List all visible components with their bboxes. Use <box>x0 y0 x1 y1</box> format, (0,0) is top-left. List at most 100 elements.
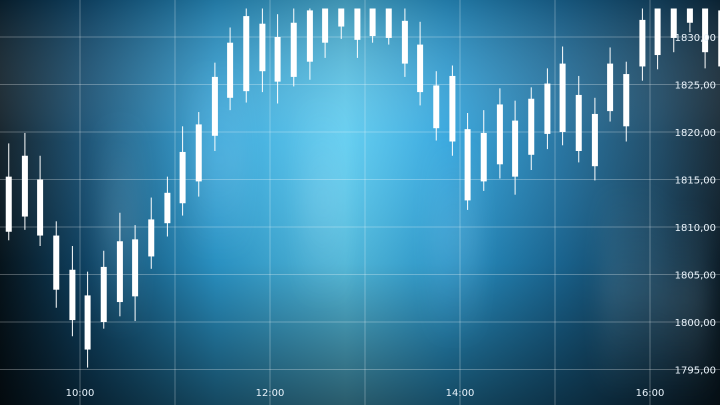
candle-body <box>401 20 408 64</box>
candle <box>480 110 487 191</box>
candle-body <box>338 8 345 27</box>
candle-body <box>654 8 661 56</box>
candle-body <box>148 219 155 257</box>
candle <box>385 8 392 45</box>
candle-body <box>21 155 28 217</box>
candle-body <box>607 63 614 112</box>
y-tick-label: 1805,00 <box>675 271 716 282</box>
candle <box>528 87 535 170</box>
candle-body <box>718 10 720 67</box>
candle <box>69 246 76 337</box>
x-tick-label: 14:00 <box>446 388 475 399</box>
candle-body <box>69 269 76 321</box>
candle-body <box>369 8 376 37</box>
candle <box>401 8 408 77</box>
candle-body <box>211 76 218 136</box>
y-tick-label: 1815,00 <box>675 176 716 187</box>
x-tick-label: 12:00 <box>256 388 285 399</box>
y-tick-label: 1795,00 <box>675 366 716 377</box>
candle-body <box>544 83 551 134</box>
candle-body <box>306 10 313 62</box>
candle <box>259 8 266 93</box>
candle-body <box>464 129 471 201</box>
candle-body <box>480 132 487 182</box>
candle <box>179 126 186 216</box>
candle <box>433 71 440 141</box>
candle-body <box>623 74 630 127</box>
candle-body <box>243 16 250 92</box>
candle-body <box>274 37 281 82</box>
y-tick-label: 1830,00 <box>675 33 716 44</box>
candle <box>5 143 12 241</box>
y-tick-label: 1810,00 <box>675 223 716 234</box>
y-tick-label: 1825,00 <box>675 81 716 92</box>
candle-body <box>417 44 424 93</box>
x-tick-label: 10:00 <box>66 388 95 399</box>
candle-body <box>290 22 297 77</box>
candle <box>670 8 677 53</box>
candle <box>575 75 582 163</box>
y-tick-label: 1820,00 <box>675 128 716 139</box>
candles <box>5 8 720 368</box>
candle <box>274 14 281 104</box>
candle <box>53 221 60 308</box>
candle <box>559 46 566 146</box>
candle-body <box>686 8 693 23</box>
candle-body <box>116 241 123 303</box>
candle <box>306 8 313 80</box>
candle <box>132 225 139 322</box>
candle <box>496 88 503 179</box>
candle <box>37 155 44 246</box>
candle <box>195 112 202 197</box>
candle <box>227 27 234 111</box>
candle-body <box>575 94 582 151</box>
candle <box>654 8 661 70</box>
candle <box>417 21 424 106</box>
candle-body <box>227 42 234 98</box>
candle-body <box>53 235 60 290</box>
y-axis-labels: 1795,00 1800,00 1805,00 1810,00 1815,00 1820,… <box>675 33 716 377</box>
candle <box>591 97 598 181</box>
candle <box>354 8 361 58</box>
candle <box>338 8 345 39</box>
candle-body <box>322 8 329 43</box>
candle-body <box>179 151 186 204</box>
candle <box>369 8 376 43</box>
candle-body <box>132 239 139 297</box>
candle-body <box>5 176 12 232</box>
candle-body <box>259 23 266 72</box>
candle <box>148 197 155 269</box>
candle <box>544 68 551 150</box>
candle <box>84 271 91 368</box>
candle <box>100 250 107 329</box>
candle-body <box>433 85 440 129</box>
candle-body <box>449 75 456 142</box>
candle <box>290 8 297 87</box>
candle-body <box>84 295 91 350</box>
candle-body <box>528 98 535 155</box>
candle <box>449 65 456 156</box>
candle-body <box>639 19 646 67</box>
candle <box>702 8 709 69</box>
candle <box>164 176 171 237</box>
candle-body <box>702 8 709 53</box>
candle <box>607 47 614 122</box>
candle <box>512 100 519 195</box>
candle-body <box>100 266 107 322</box>
candle <box>623 61 630 142</box>
candle <box>639 8 646 81</box>
candle-body <box>512 120 519 177</box>
candle-body <box>37 179 44 236</box>
candle <box>686 8 693 33</box>
candle-body <box>559 63 566 132</box>
candle <box>211 62 218 151</box>
candle-body <box>354 8 361 40</box>
y-tick-label: 1800,00 <box>675 318 716 329</box>
x-tick-label: 16:00 <box>636 388 665 399</box>
candle-body <box>496 104 503 165</box>
candle <box>322 8 329 58</box>
candle <box>464 113 471 210</box>
